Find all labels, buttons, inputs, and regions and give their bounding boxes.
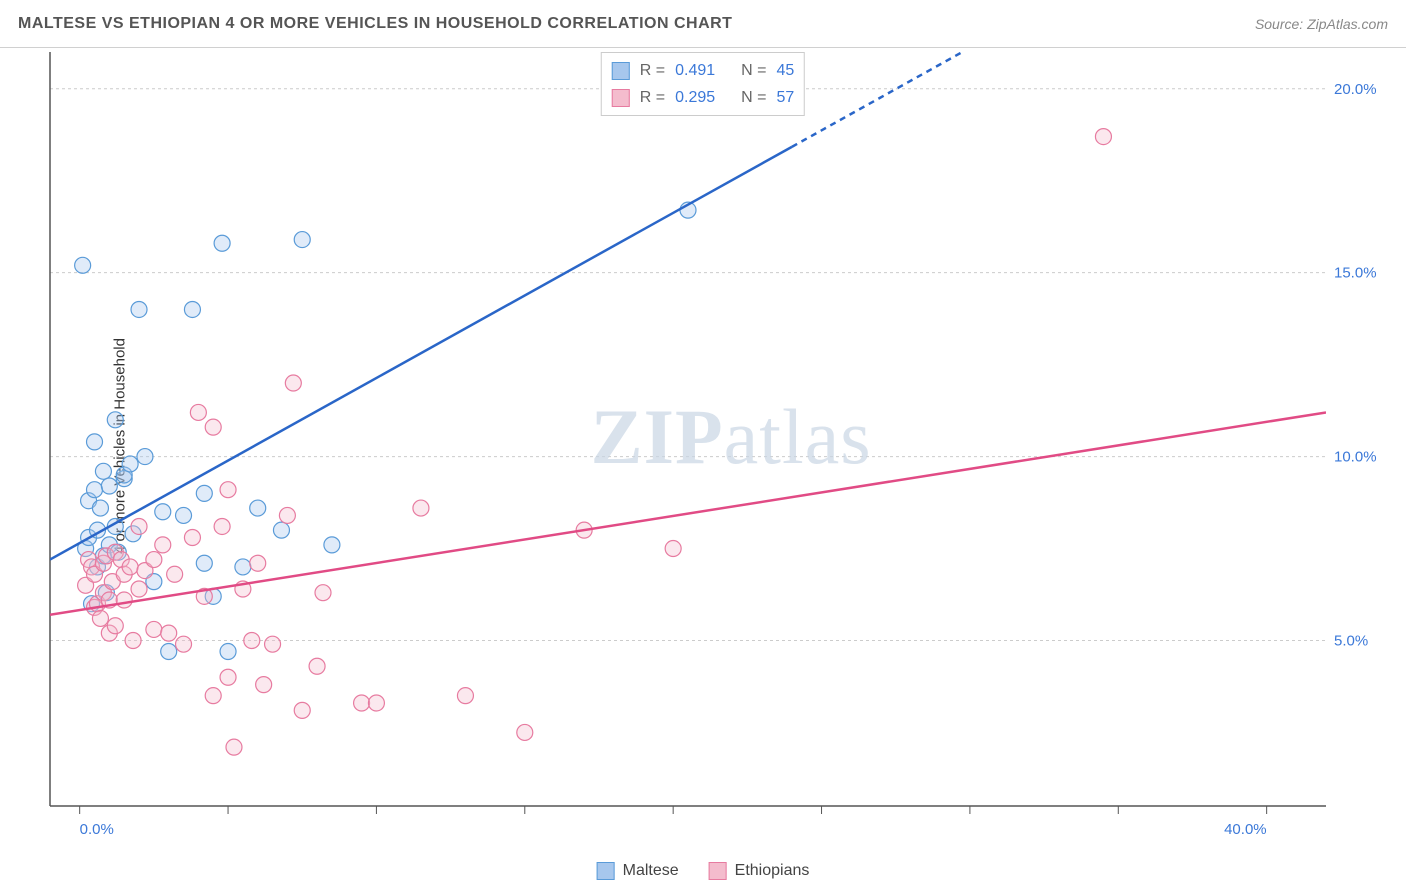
data-point [265,636,281,652]
data-point [214,235,230,251]
data-point [309,658,325,674]
data-point [273,522,289,538]
data-point [220,482,236,498]
data-point [214,518,230,534]
data-point [220,669,236,685]
data-point [87,482,103,498]
legend-item: Maltese [597,862,679,880]
stat-n-value: 57 [776,84,794,111]
scatter-plot-svg: 5.0% 10.0% 15.0% 20.0% 0.0% 40.0% [48,48,1396,844]
trend-line [50,147,792,560]
data-point [294,702,310,718]
source-label: Source: ZipAtlas.com [1255,16,1388,32]
stat-n-label: N = [741,57,766,84]
y-tick-label: 5.0% [1334,632,1368,649]
data-point [95,463,111,479]
data-point [368,695,384,711]
x-tick-label: 0.0% [80,821,114,838]
data-point [146,621,162,637]
trend-line [50,412,1326,614]
data-point [92,610,108,626]
header-bar: MALTESE VS ETHIOPIAN 4 OR MORE VEHICLES … [0,0,1406,48]
chart-area: 5.0% 10.0% 15.0% 20.0% 0.0% 40.0% [48,48,1396,844]
data-point [176,636,192,652]
data-point [205,688,221,704]
legend-label: Maltese [623,862,679,880]
data-point [125,632,141,648]
legend-stat-row: R = 0.295 N = 57 [612,84,794,111]
data-point [176,507,192,523]
data-point [161,625,177,641]
data-point [315,585,331,601]
stat-r-value: 0.295 [675,84,731,111]
data-point [244,632,260,648]
data-point [250,555,266,571]
trend-line-dashed [792,48,1326,147]
data-point [116,592,132,608]
data-point [196,485,212,501]
data-point [279,507,295,523]
data-point [457,688,473,704]
y-tick-label: 20.0% [1334,81,1377,98]
data-point [354,695,370,711]
chart-title: MALTESE VS ETHIOPIAN 4 OR MORE VEHICLES … [18,15,732,33]
data-point [87,434,103,450]
x-tick-label: 40.0% [1224,821,1267,838]
data-point [226,739,242,755]
legend-label: Ethiopians [735,862,810,880]
stat-n-label: N = [741,84,766,111]
legend-stats: R = 0.491 N = 45 R = 0.295 N = 57 [601,52,805,116]
data-point [220,644,236,660]
data-point [155,504,171,520]
data-point [137,449,153,465]
data-point [665,541,681,557]
data-point [75,257,91,273]
data-point [131,301,147,317]
data-point [167,566,183,582]
data-point [101,478,117,494]
data-point [413,500,429,516]
data-point [107,618,123,634]
data-point [184,301,200,317]
data-point [155,537,171,553]
legend-stat-row: R = 0.491 N = 45 [612,57,794,84]
legend-swatch [709,862,727,880]
stat-r-label: R = [640,57,665,84]
data-point [92,500,108,516]
data-point [122,559,138,575]
data-point [256,677,272,693]
data-point [184,530,200,546]
stat-n-value: 45 [776,57,794,84]
data-point [161,644,177,660]
data-point [107,412,123,428]
data-point [122,456,138,472]
y-tick-label: 10.0% [1334,449,1377,466]
data-point [294,232,310,248]
data-point [190,404,206,420]
data-point [250,500,266,516]
legend-swatch [612,62,630,80]
data-point [146,552,162,568]
data-point [285,375,301,391]
stat-r-label: R = [640,84,665,111]
legend-item: Ethiopians [709,862,810,880]
legend-swatch [597,862,615,880]
data-point [205,419,221,435]
data-point [324,537,340,553]
data-point [131,518,147,534]
data-point [235,559,251,575]
data-point [517,724,533,740]
legend-swatch [612,89,630,107]
data-point [196,555,212,571]
data-point [1095,129,1111,145]
data-point [131,581,147,597]
y-tick-label: 15.0% [1334,265,1377,282]
legend-series: Maltese Ethiopians [597,862,810,880]
stat-r-value: 0.491 [675,57,731,84]
